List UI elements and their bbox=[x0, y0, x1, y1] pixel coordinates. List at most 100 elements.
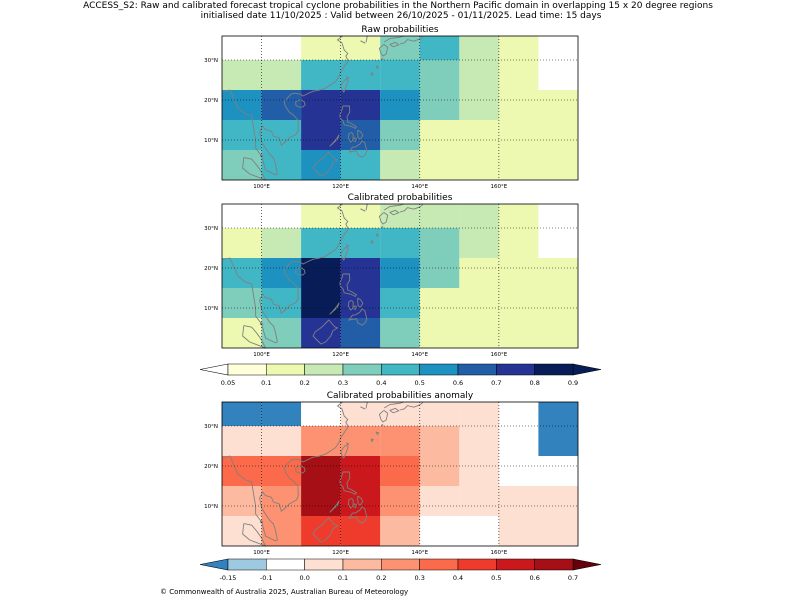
y-tick-label: 30°N bbox=[204, 58, 218, 64]
map-panel-calibrated: Calibrated probabilities 100°E 120°E 140°E 1… bbox=[204, 193, 579, 358]
coastline-segment bbox=[340, 246, 349, 261]
heatmap-cell-r1-c7 bbox=[498, 426, 539, 456]
heatmap-cell-r3-c8 bbox=[538, 486, 578, 516]
coastline-segment bbox=[347, 506, 368, 524]
x-tick-label: 120°E bbox=[332, 550, 349, 556]
heatmap-cell-r4-c8 bbox=[538, 516, 578, 546]
heatmap-cell-r3-c4 bbox=[380, 288, 420, 318]
heatmap-cell-r4-c6 bbox=[459, 150, 499, 180]
heatmap-cell-r4-c7 bbox=[498, 150, 539, 180]
heatmap-cell-r3-c5 bbox=[419, 288, 460, 318]
coastline-segment bbox=[295, 465, 306, 474]
heatmap-cell-r2-c3 bbox=[340, 258, 381, 288]
coastline-segment bbox=[399, 35, 424, 45]
heatmap-cell-r4-c3 bbox=[340, 150, 381, 180]
coastline-segment bbox=[312, 517, 339, 543]
heatmap-cell-r1-c3 bbox=[340, 426, 381, 456]
heatmap-cell-r2-c3 bbox=[340, 456, 381, 486]
heatmap-cell-r1-c7 bbox=[498, 228, 539, 258]
copyright-footer: © Commonwealth of Australia 2025, Austra… bbox=[160, 588, 408, 596]
heatmap-cell-r1-c4 bbox=[380, 60, 420, 90]
heatmap-cell-r3-c2 bbox=[301, 288, 341, 318]
x-tick-label: 140°E bbox=[411, 550, 428, 556]
heatmap-cell-r1-c6 bbox=[459, 60, 499, 90]
colorbar-swatch bbox=[534, 363, 574, 376]
heatmap-cell-r3-c5 bbox=[419, 486, 460, 516]
heatmap-cell-r1-c1 bbox=[261, 426, 302, 456]
heatmap-cell-r1-c5 bbox=[419, 426, 460, 456]
colorbar-tick-label: 0.7 bbox=[568, 574, 578, 582]
colorbar-swatch bbox=[342, 363, 382, 376]
x-tick-label: 160°E bbox=[491, 352, 508, 358]
coastline-segment bbox=[329, 302, 340, 315]
x-tick-label: 160°E bbox=[491, 184, 508, 190]
coastline-segment bbox=[295, 267, 306, 276]
heatmap-cell-r2-c7 bbox=[498, 456, 539, 486]
heatmap-cell-r3-c3 bbox=[340, 486, 381, 516]
colorbar-tick-label: 0.5 bbox=[491, 574, 501, 582]
panel-title: Calibrated probabilities bbox=[348, 193, 453, 203]
colorbar-tick-label: 0.6 bbox=[453, 379, 463, 387]
colorbar-swatch bbox=[534, 558, 574, 571]
coastline-segment bbox=[378, 212, 389, 225]
heatmap-cell-r2-c1 bbox=[261, 90, 302, 120]
heatmap-cell-r0-c8 bbox=[538, 402, 578, 426]
coastline-segment bbox=[360, 40, 366, 44]
heatmap-cell-r1-c7 bbox=[498, 60, 539, 90]
heatmap-cell-r2-c2 bbox=[301, 90, 341, 120]
coastline-segment bbox=[360, 406, 366, 410]
colorbar-tick-label: 0.0 bbox=[300, 574, 310, 582]
colorbar-swatch bbox=[419, 363, 459, 376]
colorbar-swatch bbox=[381, 558, 420, 571]
heatmap-cell-r2-c8 bbox=[538, 456, 578, 486]
heatmap-cell-r3-c6 bbox=[459, 288, 499, 318]
heatmap-cell-r1-c3 bbox=[340, 60, 381, 90]
map-panel-anomaly: Calibrated probabilities anomaly 100°E 120… bbox=[204, 391, 579, 556]
colorbar-swatch bbox=[227, 363, 267, 376]
coastline-segment bbox=[347, 299, 354, 311]
colorbar-extend-over bbox=[572, 363, 602, 376]
heatmap-cell-r4-c7 bbox=[498, 516, 539, 546]
heatmap-cell-r0-c7 bbox=[498, 402, 539, 426]
coastline-segment bbox=[340, 78, 349, 93]
colorbar-tick-label: 0.3 bbox=[338, 379, 348, 387]
colorbar-extend-over bbox=[572, 558, 602, 571]
heatmap-cell-r2-c0 bbox=[222, 258, 262, 288]
colorbar-swatch bbox=[496, 558, 535, 571]
heatmap-cell-r4-c3 bbox=[340, 516, 381, 546]
colorbar-tick-label: 0.6 bbox=[530, 574, 540, 582]
heatmap-cell-r4-c4 bbox=[380, 318, 420, 348]
heatmap-cell-r2-c8 bbox=[538, 90, 578, 120]
heatmap-cell-r2-c5 bbox=[419, 258, 460, 288]
heatmap-cell-r0-c7 bbox=[498, 36, 539, 60]
colorbar-swatch bbox=[419, 558, 459, 571]
coastline-segment bbox=[375, 233, 380, 238]
coastline-segment bbox=[357, 495, 364, 506]
heatmap-cell-r0-c3 bbox=[340, 36, 381, 60]
colorbar-tick-label: 0.05 bbox=[221, 379, 235, 387]
coastline-segment bbox=[389, 407, 400, 414]
coastline-segment bbox=[389, 41, 400, 48]
heatmap-cell-r4-c0 bbox=[222, 318, 262, 348]
heatmap-cell-r1-c0 bbox=[222, 426, 262, 456]
heatmap-cell-r1-c5 bbox=[419, 60, 460, 90]
heatmap-cell-r2-c4 bbox=[380, 258, 420, 288]
colorbar-swatch bbox=[496, 363, 535, 376]
x-tick-label: 160°E bbox=[491, 550, 508, 556]
heatmap-cell-r4-c4 bbox=[380, 150, 420, 180]
heatmap-cell-r1-c3 bbox=[340, 228, 381, 258]
heatmap-cell-r0-c2 bbox=[301, 402, 341, 426]
heatmap-cell-r0-c7 bbox=[498, 204, 539, 228]
heatmap-cell-r2-c4 bbox=[380, 456, 420, 486]
map-panels: Raw probabilities 100°E 120°E 140°E 160°E 10°… bbox=[204, 25, 579, 556]
colorbar-swatch bbox=[304, 363, 344, 376]
heatmap-cell-r0-c8 bbox=[538, 204, 578, 228]
heatmap-cell-r0-c6 bbox=[459, 36, 499, 60]
heatmap-cell-r4-c2 bbox=[301, 150, 341, 180]
map-frame bbox=[221, 203, 579, 349]
heatmap-cell-r2-c2 bbox=[301, 456, 341, 486]
heatmap-cell-r0-c4 bbox=[380, 204, 420, 228]
coastline-segment bbox=[375, 431, 380, 436]
heatmap-cell-r0-c5 bbox=[419, 204, 460, 228]
coastline-segment bbox=[370, 438, 375, 443]
